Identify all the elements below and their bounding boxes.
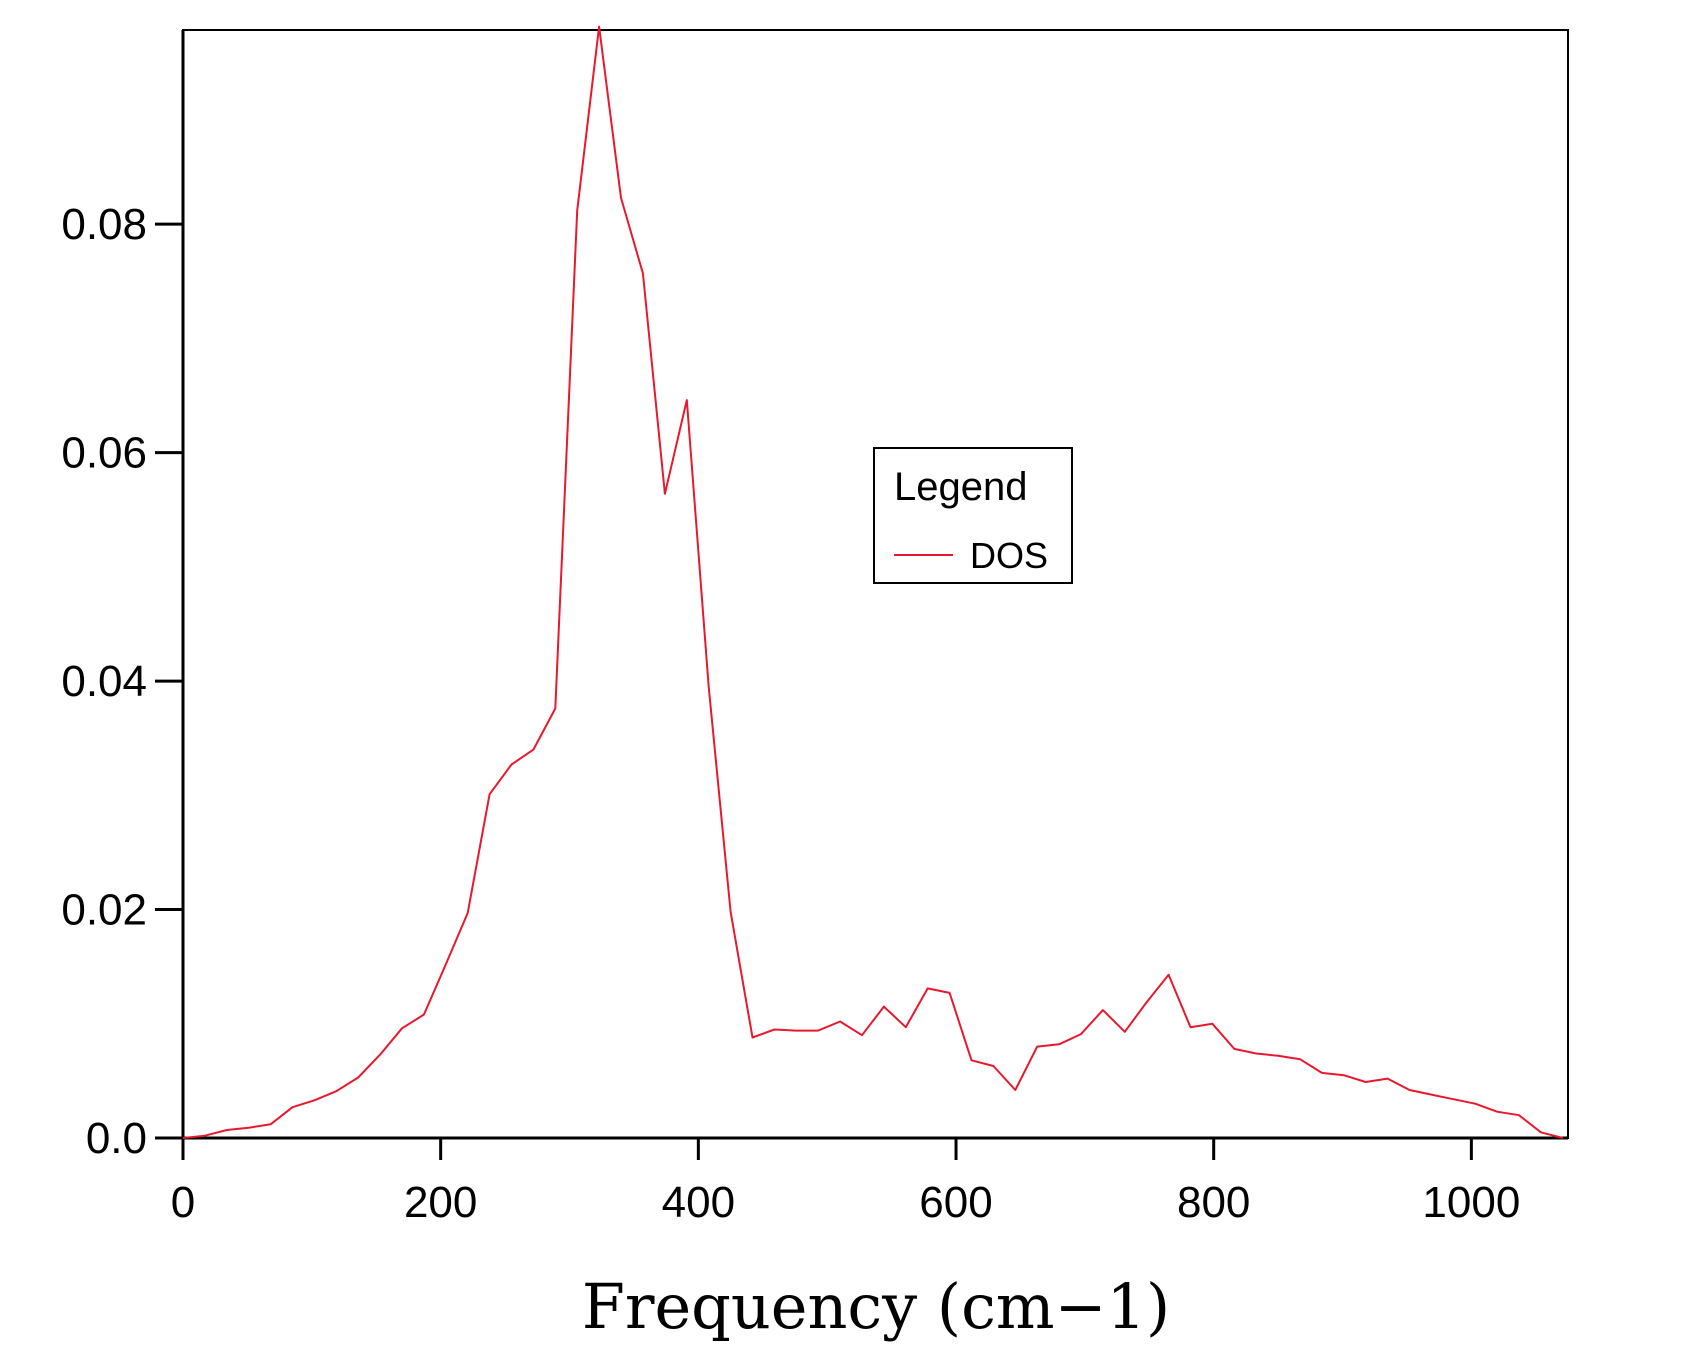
y-tick-label-4: 0.08 xyxy=(61,200,147,249)
y-tick-label-1: 0.02 xyxy=(61,886,147,935)
legend-title: Legend xyxy=(894,465,1027,509)
legend: Legend DOS xyxy=(873,447,1073,584)
x-axis-ticks: 0 200 400 600 800 1000 xyxy=(171,1138,1520,1227)
series-line-dos xyxy=(182,25,1564,1139)
y-tick-label-3: 0.06 xyxy=(61,429,147,478)
legend-label-dos: DOS xyxy=(970,535,1048,576)
x-axis-title: Frequency (cm−1) xyxy=(582,1270,1170,1343)
x-tick-label-400: 400 xyxy=(662,1178,735,1227)
x-tick-label-1000: 1000 xyxy=(1422,1178,1520,1227)
x-tick-label-200: 200 xyxy=(404,1178,477,1227)
y-tick-label-0: 0.0 xyxy=(86,1114,147,1163)
y-axis-ticks: 0.0 0.02 0.04 0.06 0.08 xyxy=(61,200,183,1163)
y-tick-label-2: 0.04 xyxy=(61,657,147,706)
x-tick-label-0: 0 xyxy=(171,1178,195,1227)
legend-box xyxy=(873,447,1073,584)
series-layer xyxy=(182,25,1564,1139)
x-tick-label-600: 600 xyxy=(919,1178,992,1227)
x-tick-label-800: 800 xyxy=(1177,1178,1250,1227)
